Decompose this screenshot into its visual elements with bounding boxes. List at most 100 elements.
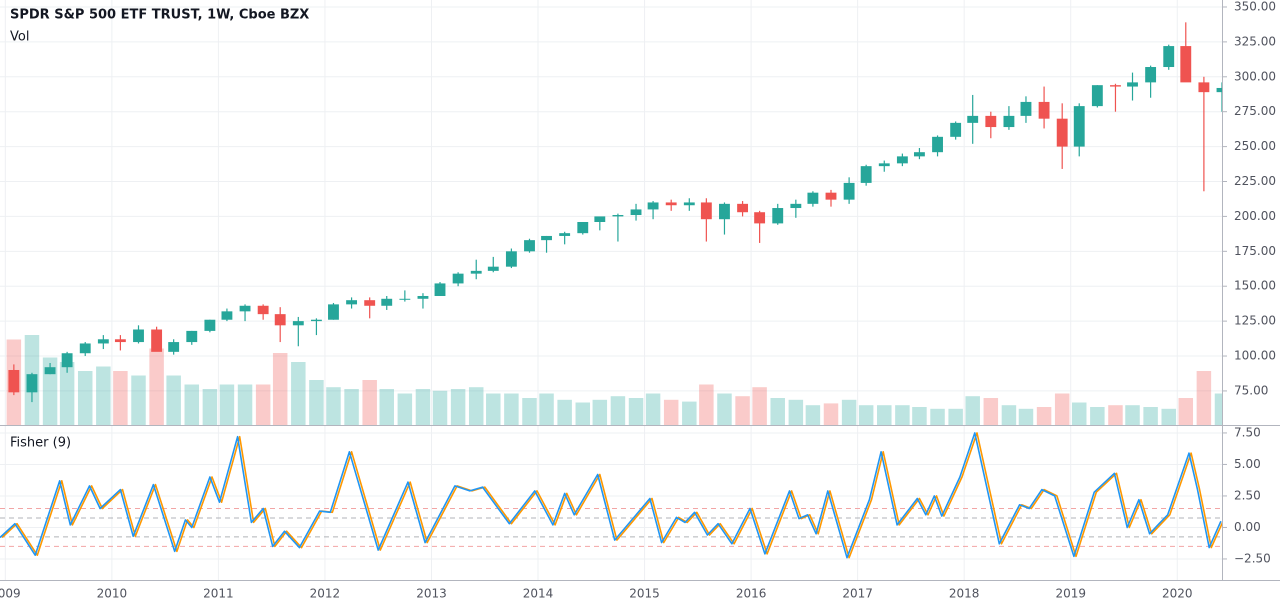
candle-body	[1110, 85, 1121, 87]
volume-bar	[397, 393, 413, 425]
volume-bar	[522, 398, 537, 425]
volume-bar	[735, 396, 750, 425]
volume-bar	[255, 384, 271, 425]
candle-body	[700, 202, 712, 220]
candle-body	[985, 115, 997, 128]
candle-body	[328, 304, 339, 320]
volume-bar	[184, 384, 200, 425]
candle-body	[843, 182, 855, 200]
volume-bar	[645, 393, 661, 425]
x-tick-label: 2012	[310, 587, 341, 601]
y-tick-label: 125.00	[1234, 314, 1276, 328]
candle-body	[932, 136, 943, 153]
volume-bar	[1214, 393, 1222, 425]
candle-body	[186, 330, 198, 343]
volume-bar	[1018, 408, 1034, 425]
volume-bar	[1071, 402, 1087, 425]
candle-body	[114, 339, 126, 343]
candle-body	[151, 329, 163, 352]
candle-body	[790, 203, 802, 209]
candle-body	[346, 300, 358, 305]
volume-bar	[1143, 407, 1158, 425]
candle-body	[168, 342, 180, 352]
candle-body	[292, 321, 304, 326]
volume-bar	[149, 348, 164, 425]
x-tick-label: 2020	[1162, 587, 1193, 601]
x-tick-label: 2010	[97, 587, 128, 601]
volume-bar	[1001, 405, 1017, 425]
x-tick-label: 2013	[416, 587, 447, 601]
volume-bar	[131, 375, 146, 425]
candle-body	[505, 251, 517, 267]
volume-bar	[113, 371, 128, 425]
volume-bar	[1108, 405, 1123, 425]
candle-body	[239, 305, 251, 312]
x-tick-label: 2011	[203, 587, 234, 601]
volume-bar	[983, 398, 999, 425]
candle-body	[967, 115, 979, 123]
volume-bar	[663, 399, 679, 425]
volume-bar	[1036, 407, 1052, 425]
volume-bar	[682, 401, 697, 425]
y-tick-label: 100.00	[1234, 349, 1276, 363]
volume-bar	[610, 396, 626, 425]
candle-body	[1198, 82, 1210, 93]
volume-bar	[788, 399, 804, 425]
candle-body	[896, 156, 908, 164]
volume-bar	[841, 399, 857, 425]
candle-body	[364, 300, 376, 306]
candle-body	[8, 369, 20, 393]
x-tick-label: 2016	[736, 587, 767, 601]
volume-bar	[823, 403, 839, 425]
volume-bar	[486, 393, 501, 425]
candle-body	[647, 202, 659, 210]
candle-body	[221, 311, 233, 320]
volume-bar	[291, 362, 306, 425]
candle-body	[470, 270, 482, 274]
candle-body	[1020, 101, 1032, 116]
candle-body	[665, 202, 677, 206]
y-tick-label: 225.00	[1234, 174, 1276, 188]
volume-bar	[557, 399, 572, 425]
y-tick-label: 250.00	[1234, 139, 1276, 153]
candle-body	[913, 152, 925, 157]
candle-body	[683, 202, 695, 206]
y-tick-label: 300.00	[1234, 69, 1276, 83]
volume-bar	[237, 384, 253, 425]
volume-bar	[1090, 407, 1105, 425]
volume-bar	[379, 389, 394, 425]
candle-body	[878, 163, 890, 167]
volume-bar	[628, 398, 644, 425]
candle-body	[487, 266, 499, 271]
volume-bar	[752, 387, 767, 425]
volume-bar	[166, 375, 181, 425]
volume-bar	[1178, 398, 1194, 425]
volume-bar	[1125, 405, 1140, 425]
volume-bar	[59, 362, 75, 425]
candle-body	[594, 216, 606, 222]
volume-bar	[450, 389, 466, 425]
y-tick-label: 175.00	[1234, 244, 1276, 258]
y-tick-label: 7.50	[1234, 425, 1261, 439]
volume-bar	[699, 384, 714, 425]
volume-bar	[504, 393, 519, 425]
volume-bar	[309, 380, 324, 425]
candle-body	[950, 122, 962, 137]
x-tick-label: 2019	[1055, 587, 1086, 601]
candle-body	[79, 343, 91, 354]
y-tick-label: 325.00	[1234, 34, 1276, 48]
candle-body	[630, 209, 642, 216]
candle-body	[204, 319, 216, 331]
grid	[0, 0, 1222, 580]
candle-body	[97, 339, 109, 344]
volume-bar	[965, 396, 980, 425]
candle-body	[1163, 46, 1175, 68]
candle-body	[434, 283, 446, 296]
candle-body	[1127, 82, 1138, 87]
volume-bar	[96, 366, 111, 425]
candle-body	[452, 273, 464, 284]
volume-bar	[1161, 408, 1176, 425]
volume-bar	[717, 393, 732, 425]
x-tick-label: 2014	[523, 587, 554, 601]
